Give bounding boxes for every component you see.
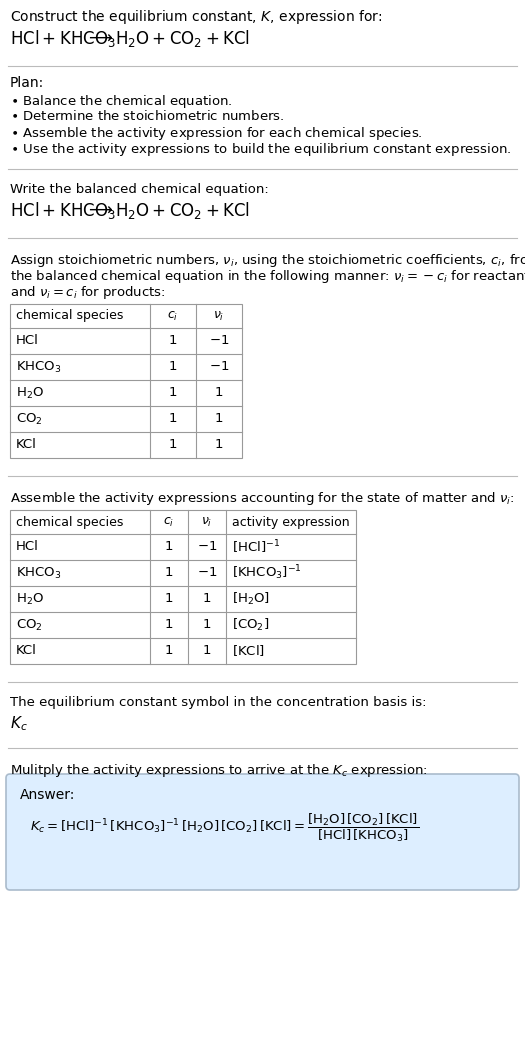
Text: $c_i$: $c_i$ bbox=[163, 515, 175, 528]
Text: $\bullet$ Assemble the activity expression for each chemical species.: $\bullet$ Assemble the activity expressi… bbox=[10, 125, 423, 142]
Text: $\bullet$ Determine the stoichiometric numbers.: $\bullet$ Determine the stoichiometric n… bbox=[10, 109, 285, 123]
Bar bbox=[10, 510, 356, 664]
Text: 1: 1 bbox=[169, 412, 177, 425]
Text: $1$: $1$ bbox=[202, 592, 212, 606]
Text: 1: 1 bbox=[169, 439, 177, 451]
Text: $\nu_i$: $\nu_i$ bbox=[213, 309, 225, 323]
Text: Answer:: Answer: bbox=[20, 788, 76, 802]
Text: activity expression: activity expression bbox=[232, 515, 350, 528]
Text: HCl: HCl bbox=[16, 541, 39, 553]
Text: HCl: HCl bbox=[16, 335, 39, 347]
Text: 1: 1 bbox=[165, 619, 173, 631]
Text: $-1$: $-1$ bbox=[209, 361, 229, 373]
Text: $1$: $1$ bbox=[214, 439, 224, 451]
Text: Assemble the activity expressions accounting for the state of matter and $\nu_i$: Assemble the activity expressions accoun… bbox=[10, 490, 514, 507]
Text: Mulitply the activity expressions to arrive at the $K_c$ expression:: Mulitply the activity expressions to arr… bbox=[10, 762, 428, 778]
Text: $c_i$: $c_i$ bbox=[167, 309, 178, 323]
Text: $\longrightarrow$: $\longrightarrow$ bbox=[85, 200, 113, 218]
Text: the balanced chemical equation in the following manner: $\nu_i = -c_i$ for react: the balanced chemical equation in the fo… bbox=[10, 268, 525, 285]
Text: $\mathrm{H_2O + CO_2 + KCl}$: $\mathrm{H_2O + CO_2 + KCl}$ bbox=[115, 28, 250, 49]
Text: $[\mathrm{KHCO_3}]^{-1}$: $[\mathrm{KHCO_3}]^{-1}$ bbox=[232, 564, 302, 583]
Text: 1: 1 bbox=[165, 541, 173, 553]
Text: $\mathrm{H_2O}$: $\mathrm{H_2O}$ bbox=[16, 591, 44, 607]
Text: $[\mathrm{CO_2}]$: $[\mathrm{CO_2}]$ bbox=[232, 616, 269, 633]
Text: $\mathrm{HCl + KHCO_3}$: $\mathrm{HCl + KHCO_3}$ bbox=[10, 200, 116, 221]
Text: $[\mathrm{H_2O}]$: $[\mathrm{H_2O}]$ bbox=[232, 591, 270, 607]
Text: $1$: $1$ bbox=[202, 619, 212, 631]
Text: 1: 1 bbox=[165, 566, 173, 580]
Text: $K_c$: $K_c$ bbox=[10, 714, 28, 732]
Text: $-1$: $-1$ bbox=[197, 541, 217, 553]
Text: $\longrightarrow$: $\longrightarrow$ bbox=[85, 28, 113, 46]
Text: Assign stoichiometric numbers, $\nu_i$, using the stoichiometric coefficients, $: Assign stoichiometric numbers, $\nu_i$, … bbox=[10, 252, 525, 269]
Text: Plan:: Plan: bbox=[10, 76, 44, 90]
Bar bbox=[10, 304, 242, 458]
Text: $\mathrm{KHCO_3}$: $\mathrm{KHCO_3}$ bbox=[16, 360, 61, 375]
Text: $\mathrm{H_2O}$: $\mathrm{H_2O}$ bbox=[16, 385, 44, 401]
Text: KCl: KCl bbox=[16, 439, 37, 451]
Text: chemical species: chemical species bbox=[16, 515, 123, 528]
Text: $\mathrm{HCl + KHCO_3}$: $\mathrm{HCl + KHCO_3}$ bbox=[10, 28, 116, 49]
Text: $\nu_i$: $\nu_i$ bbox=[201, 515, 213, 528]
Text: Write the balanced chemical equation:: Write the balanced chemical equation: bbox=[10, 183, 269, 196]
Text: Construct the equilibrium constant, $K$, expression for:: Construct the equilibrium constant, $K$,… bbox=[10, 8, 383, 26]
Text: $[\mathrm{KCl}]$: $[\mathrm{KCl}]$ bbox=[232, 644, 265, 659]
Text: $\bullet$ Balance the chemical equation.: $\bullet$ Balance the chemical equation. bbox=[10, 93, 233, 110]
Text: 1: 1 bbox=[169, 361, 177, 373]
Text: $\bullet$ Use the activity expressions to build the equilibrium constant express: $\bullet$ Use the activity expressions t… bbox=[10, 141, 511, 158]
FancyBboxPatch shape bbox=[6, 774, 519, 890]
Text: chemical species: chemical species bbox=[16, 309, 123, 323]
Text: KCl: KCl bbox=[16, 645, 37, 658]
Text: The equilibrium constant symbol in the concentration basis is:: The equilibrium constant symbol in the c… bbox=[10, 696, 426, 709]
Text: $\mathrm{KHCO_3}$: $\mathrm{KHCO_3}$ bbox=[16, 566, 61, 581]
Text: $1$: $1$ bbox=[214, 386, 224, 400]
Text: $-1$: $-1$ bbox=[197, 566, 217, 580]
Text: 1: 1 bbox=[169, 386, 177, 400]
Text: $\mathrm{CO_2}$: $\mathrm{CO_2}$ bbox=[16, 618, 43, 632]
Text: 1: 1 bbox=[165, 645, 173, 658]
Text: $-1$: $-1$ bbox=[209, 335, 229, 347]
Text: 1: 1 bbox=[169, 335, 177, 347]
Text: $K_c = [\mathrm{HCl}]^{-1}\,[\mathrm{KHCO_3}]^{-1}\,[\mathrm{H_2O}]\,[\mathrm{CO: $K_c = [\mathrm{HCl}]^{-1}\,[\mathrm{KHC… bbox=[30, 812, 419, 844]
Text: 1: 1 bbox=[165, 592, 173, 606]
Text: and $\nu_i = c_i$ for products:: and $\nu_i = c_i$ for products: bbox=[10, 284, 165, 301]
Text: $1$: $1$ bbox=[214, 412, 224, 425]
Text: $1$: $1$ bbox=[202, 645, 212, 658]
Text: $\mathrm{CO_2}$: $\mathrm{CO_2}$ bbox=[16, 411, 43, 426]
Text: $[\mathrm{HCl}]^{-1}$: $[\mathrm{HCl}]^{-1}$ bbox=[232, 539, 280, 555]
Text: $\mathrm{H_2O + CO_2 + KCl}$: $\mathrm{H_2O + CO_2 + KCl}$ bbox=[115, 200, 250, 221]
